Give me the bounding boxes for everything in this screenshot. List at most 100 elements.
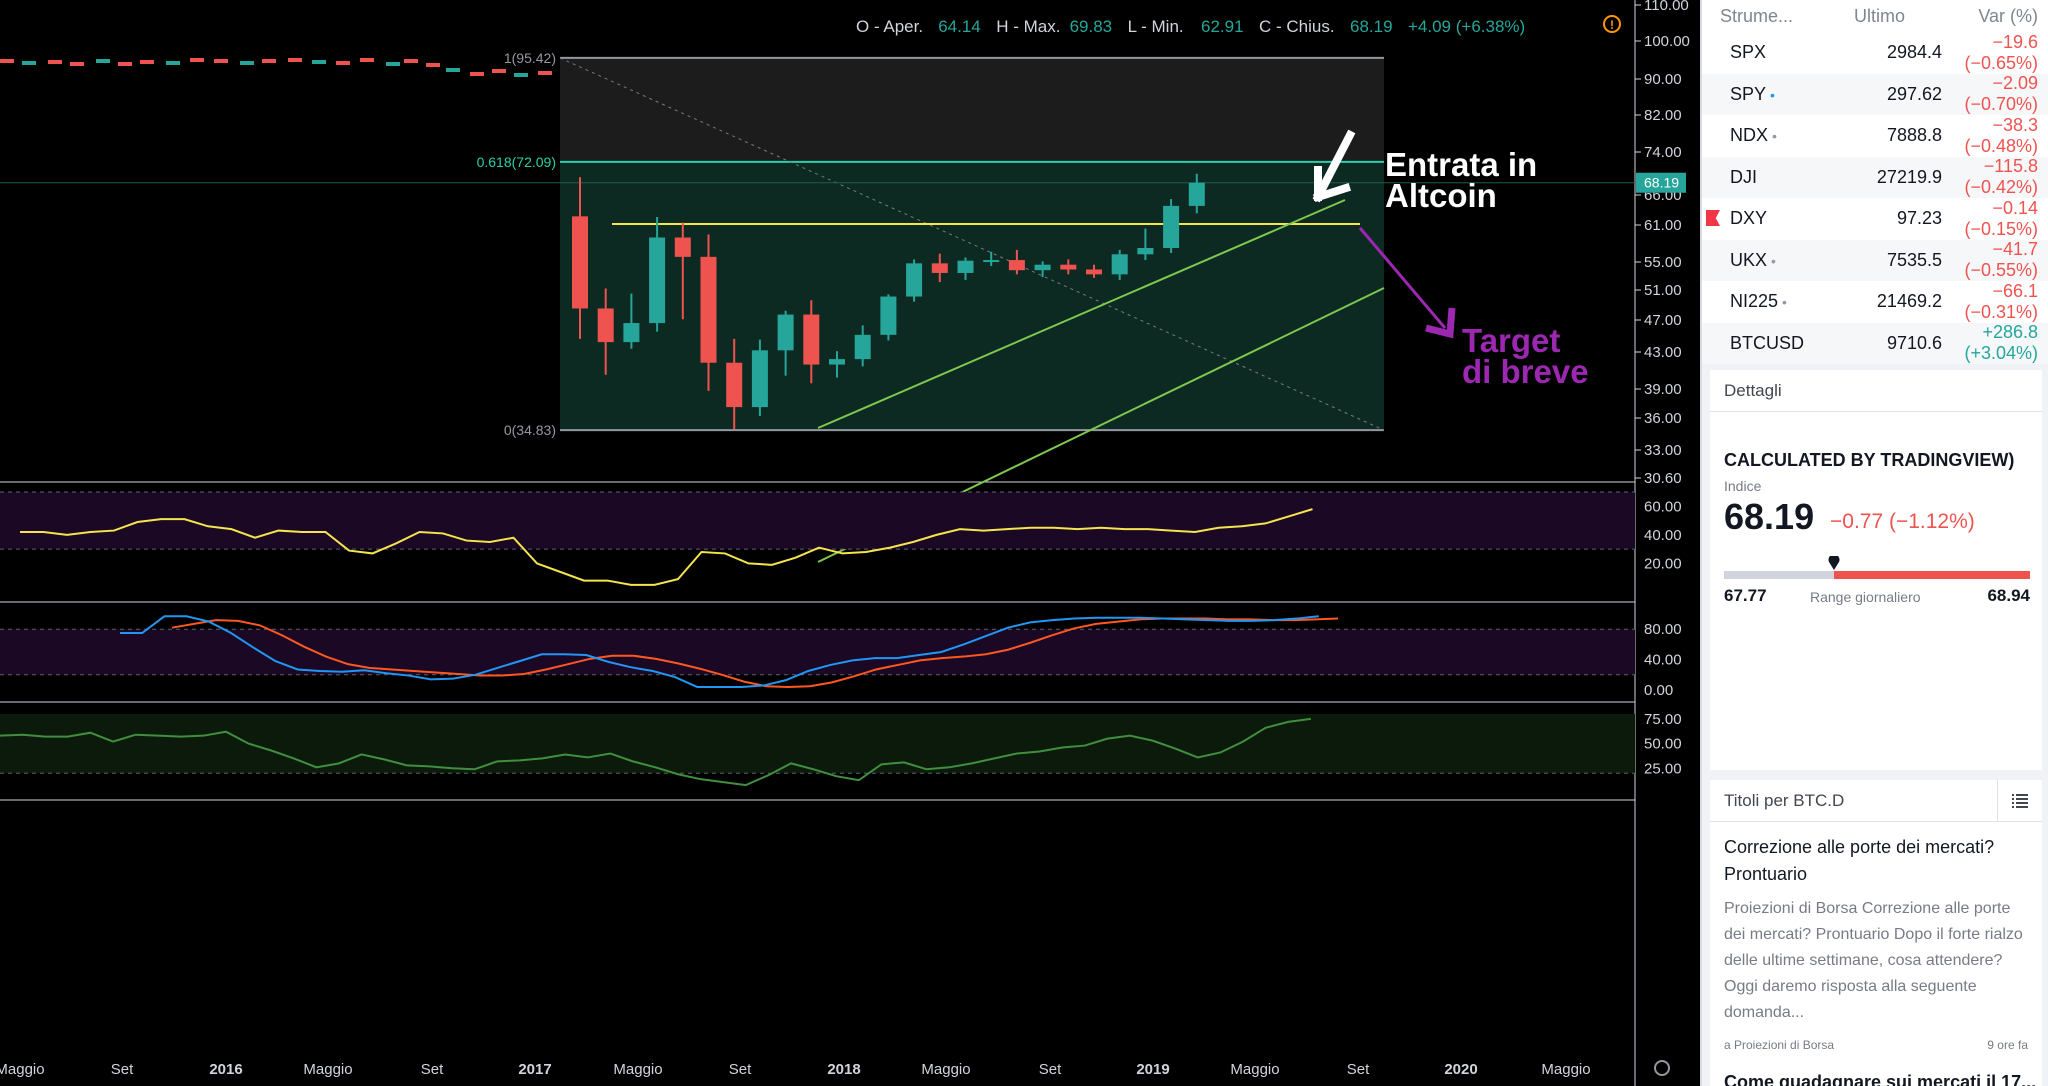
history-candle xyxy=(96,59,110,63)
time-axis-label: 2018 xyxy=(827,1061,860,1078)
legend-open-label: O - Aper. xyxy=(856,17,923,36)
candle-body xyxy=(1060,264,1077,270)
last-price: 68.19 xyxy=(1724,496,1815,537)
candle-body xyxy=(1034,264,1051,271)
watchlist-symbol: NI225 • xyxy=(1730,291,1787,312)
osc-axis-label: 25.00 xyxy=(1644,760,1682,777)
watchlist-last: 27219.9 xyxy=(1876,166,1942,187)
time-axis-label: Maggio xyxy=(1230,1061,1279,1078)
watchlist-change: −19.6 (−0.65%) xyxy=(1964,31,2038,73)
price-axis-label: 55.00 xyxy=(1644,254,1682,271)
legend-close-label: C - Chius. xyxy=(1259,17,1335,36)
watchlist-row-ni225[interactable]: NI225 • 21469.2 −66.1 (−0.31%) xyxy=(1702,281,2048,323)
fib-label-top: 1(95.42) xyxy=(504,50,556,66)
history-candle xyxy=(190,58,204,62)
fib-label-mid: 0.618(72.09) xyxy=(477,154,556,170)
candle-body xyxy=(829,359,845,365)
history-candle xyxy=(262,59,276,63)
time-axis-label: Set xyxy=(1347,1061,1370,1078)
history-candle xyxy=(118,62,132,66)
stoch-axis-label: 0.00 xyxy=(1644,682,1673,699)
range-marker-icon xyxy=(1828,556,1840,570)
price-chart[interactable]: 1(95.42) 0.618(72.09) 0(34.83) Entrata inAl… xyxy=(0,0,1700,1086)
watchlist-row-ukx[interactable]: UKX • 7535.5 −41.7 (−0.55%) xyxy=(1702,239,2048,281)
watchlist-row-ndx[interactable]: NDX • 7888.8 −38.3 (−0.48%) xyxy=(1702,115,2048,157)
fib-zone-lower xyxy=(560,161,1384,431)
candle-body xyxy=(1137,247,1154,255)
watchlist-change: −41.7 (−0.55%) xyxy=(1964,239,2038,281)
daily-range-bar xyxy=(1724,571,2030,579)
candle-body xyxy=(957,260,974,273)
news-headline[interactable]: Correzione alle porte dei mercati? Pront… xyxy=(1724,837,1995,884)
candle-body xyxy=(1163,205,1180,248)
news-body[interactable]: Proiezioni di Borsa Correzione alle port… xyxy=(1724,900,2023,1021)
watchlist-last: 7535.5 xyxy=(1886,249,1942,270)
watchlist-change: −115.8 (−0.42%) xyxy=(1964,156,2038,198)
news-next-headline[interactable]: Come guadagnare sui mercati il 17... xyxy=(1724,1072,2037,1086)
history-candle xyxy=(404,59,418,63)
daily-range-fill xyxy=(1834,571,2030,579)
details-panel: Dettagli CALCULATED BY TRADINGVIEW) Indi… xyxy=(1710,370,2042,770)
chart-area[interactable]: 1(95.42) 0.618(72.09) 0(34.83) Entrata in Al… xyxy=(0,0,1700,1086)
watchlist-row-spx[interactable]: SPX 2984.4 −19.6 (−0.65%) xyxy=(1702,32,2048,74)
price-axis-label: 33.00 xyxy=(1644,442,1682,459)
rsi-band xyxy=(0,492,1635,550)
watchlist-row-spy[interactable]: SPY • 297.62 −2.09 (−0.70%) xyxy=(1702,73,2048,115)
watchlist-last: 7888.8 xyxy=(1886,125,1942,146)
status-dot-icon: • xyxy=(1771,252,1776,269)
column-last[interactable]: Ultimo xyxy=(1854,5,1906,26)
legend-high-value: 69.83 xyxy=(1070,17,1113,36)
news-menu-button[interactable] xyxy=(1997,780,2042,822)
news-title[interactable]: Titoli per BTC.D xyxy=(1710,780,2042,822)
history-candle xyxy=(22,61,36,65)
watchlist-change: −2.09 (−0.70%) xyxy=(1964,73,2038,115)
column-change[interactable]: Var (%) xyxy=(1978,5,2038,26)
watchlist-row-dxy[interactable]: DXY 97.23 −0.14 (−0.15%) xyxy=(1702,198,2048,240)
price-axis-label: 110.00 xyxy=(1644,0,1689,14)
candle-body xyxy=(572,216,588,309)
candle-body xyxy=(854,334,871,360)
watchlist-header: Strume... Ultimo Var (%) xyxy=(1702,0,2048,32)
history-candle xyxy=(470,72,484,76)
fib-zone-upper xyxy=(560,57,1384,162)
column-symbol[interactable]: Strume... xyxy=(1720,5,1794,26)
price-axis-label: 51.00 xyxy=(1644,282,1682,299)
osc-band xyxy=(0,713,1635,774)
time-axis-label: Set xyxy=(1039,1061,1062,1078)
flag-icon[interactable] xyxy=(1706,210,1720,226)
details-title[interactable]: Dettagli xyxy=(1710,370,2042,412)
watchlist-row-btcusd[interactable]: BTCUSD 9710.6 +286.8 (+3.04%) xyxy=(1702,322,2048,364)
candle-body xyxy=(751,350,768,408)
time-axis-label: 2019 xyxy=(1136,1061,1169,1078)
news-source[interactable]: a Proiezioni di Borsa xyxy=(1724,1038,1835,1052)
exclamation-circle-icon xyxy=(1603,15,1621,33)
history-candle xyxy=(492,69,506,73)
history-candle xyxy=(336,61,350,65)
candle-body xyxy=(906,263,923,297)
status-dot-icon: • xyxy=(1772,128,1777,145)
candle-body xyxy=(597,308,614,343)
gear-icon xyxy=(1654,1060,1670,1076)
symbol-type: Indice xyxy=(1724,478,1762,494)
legend-high-label: H - Max. xyxy=(996,17,1060,36)
rsi-axis-label: 60.00 xyxy=(1644,498,1682,515)
history-candle xyxy=(386,62,400,66)
channel-upper-line xyxy=(817,199,1346,429)
target-arrow-line xyxy=(1358,227,1447,329)
history-candle xyxy=(214,59,228,63)
stoch-axis-label: 40.00 xyxy=(1644,652,1682,669)
legend-low-value: 62.91 xyxy=(1201,17,1244,36)
price-change: −0.77 (−1.12%) xyxy=(1830,510,1975,533)
target-annotation-line1: Target xyxy=(1462,322,1560,359)
symbol-name: CALCULATED BY TRADINGVIEW) xyxy=(1724,450,2015,470)
price-axis-label: 30.60 xyxy=(1644,470,1682,487)
target-annotation-line2: di breve xyxy=(1462,353,1589,390)
time-axis-label: Set xyxy=(421,1061,444,1078)
price-axis-label: 61.00 xyxy=(1644,217,1682,234)
time-axis-label: Maggio xyxy=(1541,1061,1590,1078)
fib-label-bottom: 0(34.83) xyxy=(504,422,556,438)
watchlist-row-dji[interactable]: DJI 27219.9 −115.8 (−0.42%) xyxy=(1702,156,2048,198)
candle-body xyxy=(1188,182,1205,206)
watchlist-symbol: DJI xyxy=(1730,166,1757,187)
price-axis-label: 43.00 xyxy=(1644,344,1682,361)
